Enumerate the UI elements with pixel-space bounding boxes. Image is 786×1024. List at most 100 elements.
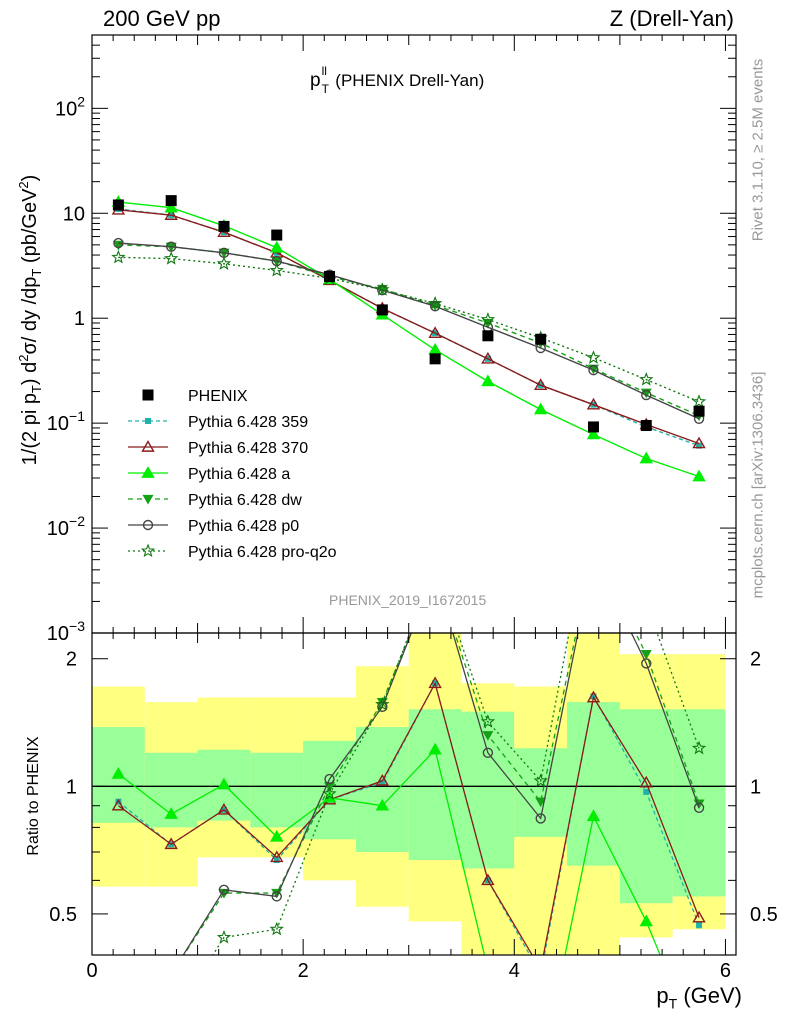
ratio-point bbox=[482, 731, 494, 741]
xlabel-sub: T bbox=[668, 995, 678, 1012]
x-tick-label: 2 bbox=[298, 960, 309, 982]
ratio-point bbox=[586, 809, 601, 822]
series-line bbox=[118, 244, 700, 417]
xlabel-main: p bbox=[656, 983, 669, 1008]
ratio-point bbox=[324, 773, 335, 785]
legend-marker bbox=[141, 466, 155, 478]
ratio-tick-label-left: 1 bbox=[66, 776, 77, 798]
data-point bbox=[429, 301, 441, 312]
x-tick-label: 0 bbox=[86, 960, 97, 982]
uncertainty-band-green bbox=[567, 702, 620, 866]
ratio-series-line bbox=[117, 748, 661, 955]
data-point bbox=[111, 249, 126, 264]
source-label: mcplots.cern.ch [arXiv:1306.3436] bbox=[749, 371, 767, 599]
ratio-point bbox=[270, 829, 284, 842]
x-axis-label: pT (GeV) bbox=[656, 983, 742, 1011]
legend: PHENIX Pythia 6.428 359 Pythia 6.428 370 Py… bbox=[128, 388, 337, 561]
axes: 0 2 4 6 10−3 10−2 10−1 1 10 102 0.5 0.5 1 1 2 2 bbox=[47, 34, 778, 982]
data-point bbox=[269, 263, 284, 277]
data-point bbox=[164, 251, 179, 265]
legend-marker bbox=[141, 440, 155, 452]
ratio-point bbox=[375, 798, 390, 811]
legend-label: PHENIX bbox=[188, 388, 248, 405]
ratio-point bbox=[111, 766, 126, 779]
ylabel-sup: 2 bbox=[16, 354, 32, 362]
legend-label: Pythia 6.428 a bbox=[188, 466, 290, 483]
x-tick-label: 6 bbox=[720, 960, 731, 982]
phenix-data-point bbox=[112, 199, 124, 211]
legend-marker bbox=[145, 418, 151, 424]
data-point bbox=[586, 397, 601, 410]
uncertainty-band-green bbox=[514, 748, 568, 837]
ylabel-sup: 2 bbox=[16, 181, 32, 189]
ratio-point bbox=[691, 740, 707, 755]
series-line bbox=[118, 201, 700, 478]
legend-label: Pythia 6.428 370 bbox=[188, 440, 308, 457]
ratio-point bbox=[164, 837, 178, 850]
uncertainty-band-green bbox=[408, 709, 462, 861]
y-tick-exponent: −1 bbox=[69, 408, 85, 424]
data-point bbox=[428, 342, 442, 355]
phenix-data-point bbox=[165, 195, 177, 207]
phenix-data-point bbox=[324, 270, 336, 282]
ratio-point bbox=[216, 930, 232, 944]
main-plot bbox=[111, 195, 707, 482]
rivet-label: Rivet 3.1.10, ≥ 2.5M events bbox=[749, 58, 767, 242]
ratio-point bbox=[379, 779, 386, 786]
ratio-point bbox=[640, 650, 652, 660]
phenix-data-point bbox=[429, 353, 441, 365]
ratio-point bbox=[271, 891, 282, 902]
ratio-point bbox=[115, 798, 122, 805]
ratio-plot bbox=[92, 633, 736, 955]
data-point bbox=[533, 402, 548, 415]
ratio-point bbox=[270, 850, 284, 863]
data-point bbox=[696, 442, 703, 449]
legend-label: Pythia 6.428 359 bbox=[188, 414, 308, 431]
ratio-point bbox=[586, 690, 601, 703]
y-tick-label: 10−2 bbox=[47, 513, 85, 540]
ratio-point bbox=[377, 701, 388, 713]
ratio-axis-label: Ratio to PHENIX bbox=[25, 736, 42, 856]
phenix-data-point bbox=[640, 419, 652, 431]
series-line bbox=[118, 209, 700, 445]
series-line bbox=[118, 242, 700, 420]
ylabel-part: ) d bbox=[18, 361, 41, 386]
ratio-point bbox=[481, 873, 495, 886]
ratio-point bbox=[533, 773, 548, 787]
series-line bbox=[118, 256, 700, 403]
data-point bbox=[692, 469, 706, 482]
ratio-point bbox=[428, 742, 442, 755]
data-point bbox=[113, 237, 124, 249]
uncertainty-band-green bbox=[619, 709, 673, 904]
data-point bbox=[639, 451, 653, 464]
watermark: PHENIX_2019_I1672015 bbox=[329, 592, 487, 608]
ratio-point bbox=[639, 914, 653, 927]
ylabel-sub: T bbox=[28, 385, 44, 394]
header-left: 200 GeV pp bbox=[103, 6, 221, 31]
ylabel-sub: T bbox=[28, 268, 44, 277]
ratio-point bbox=[269, 921, 284, 936]
data-point bbox=[164, 200, 178, 213]
y-tick-exponent: −3 bbox=[69, 618, 85, 634]
phenix-data-point bbox=[587, 421, 599, 433]
y-tick-label: 10−1 bbox=[47, 408, 85, 435]
data-point bbox=[533, 378, 548, 391]
phenix-data-point bbox=[271, 229, 283, 241]
ylabel-part: σ/ dy /dp bbox=[18, 276, 41, 355]
ratio-point bbox=[375, 773, 390, 786]
legend-marker bbox=[142, 494, 154, 505]
phenix-data-point bbox=[376, 304, 388, 316]
ratio-series-line bbox=[118, 681, 700, 955]
ratio-tick-label-right: 0.5 bbox=[750, 904, 778, 926]
plot-title: p ll T (PHENIX Drell-Yan) bbox=[310, 64, 484, 96]
data-point bbox=[164, 208, 178, 220]
ratio-point bbox=[639, 775, 653, 788]
header-right: Z (Drell-Yan) bbox=[609, 6, 734, 31]
ratio-tick-label-left: 2 bbox=[66, 649, 77, 671]
data-point bbox=[588, 364, 599, 376]
ratio-point bbox=[217, 802, 231, 815]
ratio-point bbox=[641, 658, 652, 669]
data-point bbox=[216, 256, 232, 270]
phenix-data-point bbox=[218, 220, 230, 232]
